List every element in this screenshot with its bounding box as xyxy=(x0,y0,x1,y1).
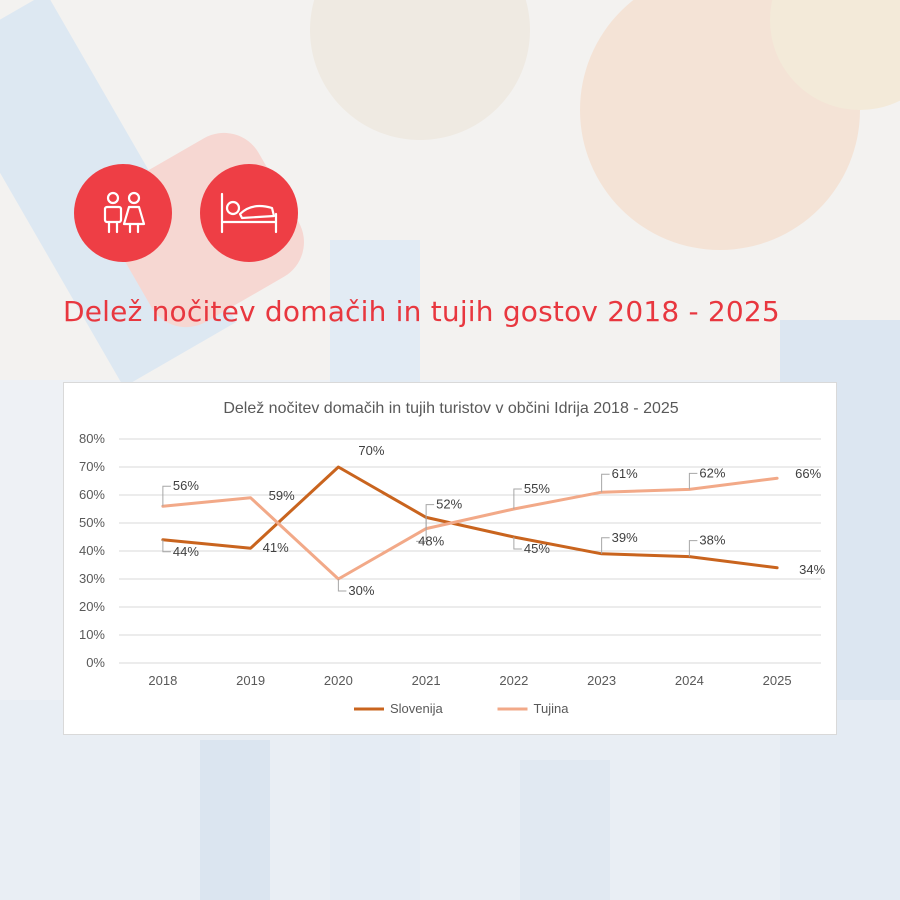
legend-label: Tujina xyxy=(534,701,570,716)
data-label-leader xyxy=(601,473,610,493)
data-label: 56% xyxy=(173,478,199,493)
data-label: 30% xyxy=(348,583,374,598)
data-label-leader xyxy=(513,537,522,550)
data-label: 52% xyxy=(436,497,462,512)
data-label-leader xyxy=(601,537,610,554)
series-line-tujina xyxy=(161,476,779,581)
x-tick-label: 2020 xyxy=(324,673,353,688)
x-tick-label: 2024 xyxy=(675,673,704,688)
people-icon-badge xyxy=(74,164,172,262)
data-label-leader xyxy=(162,485,171,507)
chart-legend: Slovenija Tujina xyxy=(354,701,569,716)
line-chart: Delež nočitev domačih in tujih turistov … xyxy=(79,400,826,716)
y-tick-label: 30% xyxy=(79,571,105,586)
series-lines xyxy=(161,465,779,581)
y-tick-label: 10% xyxy=(79,627,105,642)
data-labels: 44% 41% 70% 48% 45% 39% 38% 34% 56% 59% 30% 52% 55% 6… xyxy=(162,443,826,598)
bed-icon xyxy=(220,192,278,234)
data-label: 39% xyxy=(612,530,638,545)
x-tick-label: 2022 xyxy=(499,673,528,688)
page-title: Delež nočitev domačih in tujih gostov 20… xyxy=(63,295,780,328)
data-label: 34% xyxy=(799,562,825,577)
y-tick-label: 80% xyxy=(79,431,105,446)
data-label-leader xyxy=(425,504,435,529)
data-label: 62% xyxy=(699,465,725,480)
y-tick-label: 70% xyxy=(79,459,105,474)
data-label: 55% xyxy=(524,481,550,496)
x-tick-label: 2025 xyxy=(763,673,792,688)
data-label-leader xyxy=(337,579,347,592)
data-label: 61% xyxy=(612,466,638,481)
y-tick-label: 40% xyxy=(79,543,105,558)
bed-icon-badge xyxy=(200,164,298,262)
y-tick-label: 20% xyxy=(79,599,105,614)
chart-title: Delež nočitev domačih in tujih turistov … xyxy=(223,400,678,417)
chart-grid xyxy=(119,438,821,664)
y-tick-label: 50% xyxy=(79,515,105,530)
data-label-leader xyxy=(162,539,171,553)
data-label: 45% xyxy=(524,541,550,556)
data-label: 41% xyxy=(263,540,289,555)
y-tick-label: 60% xyxy=(79,487,105,502)
x-tick-label: 2023 xyxy=(587,673,616,688)
chart-card: Delež nočitev domačih in tujih turistov … xyxy=(63,382,837,735)
data-label-leader xyxy=(688,472,698,490)
data-label: 66% xyxy=(795,466,821,481)
x-tick-label: 2018 xyxy=(148,673,177,688)
y-axis-ticks: 0% 10% 20% 30% 40% 50% 60% 70% 80% xyxy=(79,431,105,670)
legend-label: Slovenija xyxy=(390,701,444,716)
data-label-leader xyxy=(513,488,522,509)
x-tick-label: 2019 xyxy=(236,673,265,688)
data-label: 48% xyxy=(418,533,444,548)
data-label: 38% xyxy=(699,533,725,548)
series-line-slovenija xyxy=(161,465,779,570)
x-tick-label: 2021 xyxy=(412,673,441,688)
data-label: 70% xyxy=(358,443,384,458)
x-axis-ticks: 2018 2019 2020 2021 2022 2023 2024 2025 xyxy=(148,673,791,688)
people-icon xyxy=(103,191,146,234)
data-label: 59% xyxy=(269,488,295,503)
data-label-leader xyxy=(688,540,698,557)
y-tick-label: 0% xyxy=(86,655,105,670)
data-label: 44% xyxy=(173,544,199,559)
